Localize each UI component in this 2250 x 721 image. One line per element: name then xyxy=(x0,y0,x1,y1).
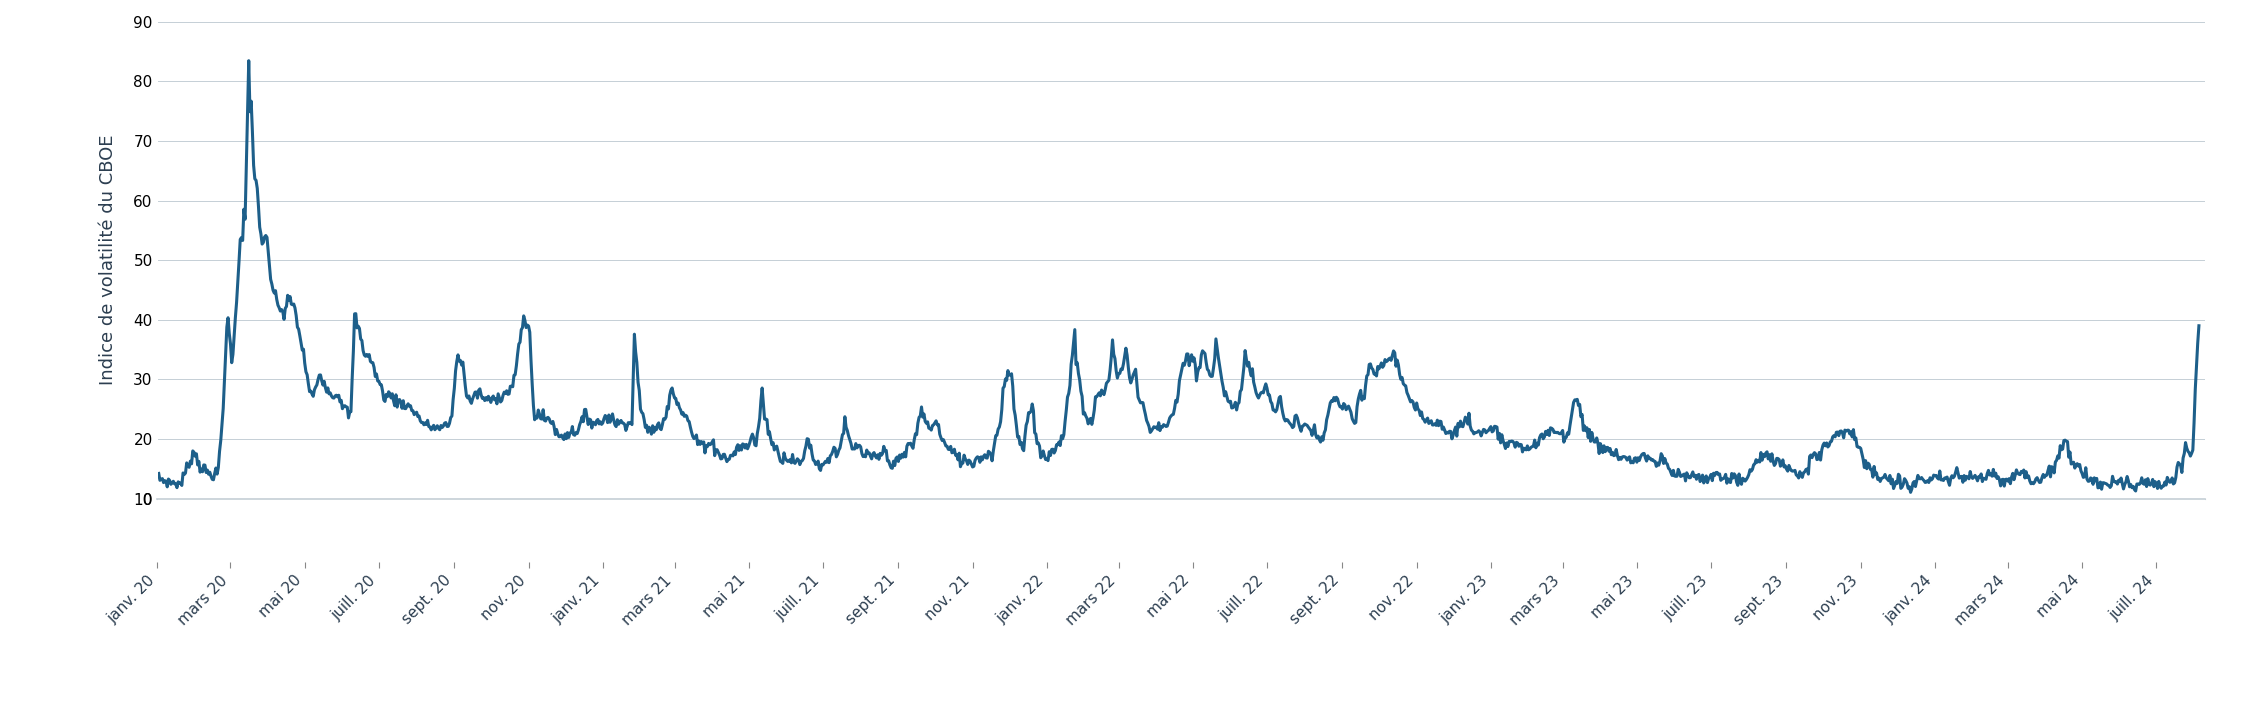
Y-axis label: Indice de volatilité du CBOE: Indice de volatilité du CBOE xyxy=(99,135,117,386)
